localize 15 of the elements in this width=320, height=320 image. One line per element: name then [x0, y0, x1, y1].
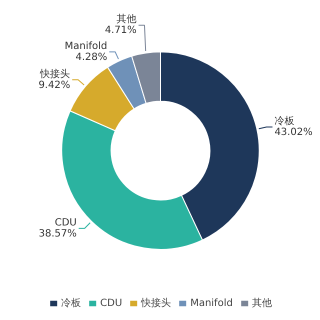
- legend-label: CDU: [100, 298, 122, 308]
- slice-label: CDU: [54, 217, 77, 228]
- slice-label: 快接头: [39, 68, 70, 80]
- data-label: 38.57%: [38, 228, 77, 240]
- data-label: 4.71%: [104, 25, 137, 36]
- legend-label: 冷板: [61, 296, 82, 310]
- slice-label: 其他: [116, 13, 137, 26]
- legend-label: 其他: [252, 296, 272, 310]
- slice-label: 冷板: [274, 114, 294, 127]
- data-label: 9.42%: [38, 80, 70, 91]
- legend-label: Manifold: [190, 298, 233, 308]
- data-label: 4.28%: [76, 52, 108, 63]
- data-label: 43.02%: [274, 126, 313, 138]
- legend-label: 快接头: [141, 296, 172, 310]
- slice-label: Manifold: [64, 40, 108, 52]
